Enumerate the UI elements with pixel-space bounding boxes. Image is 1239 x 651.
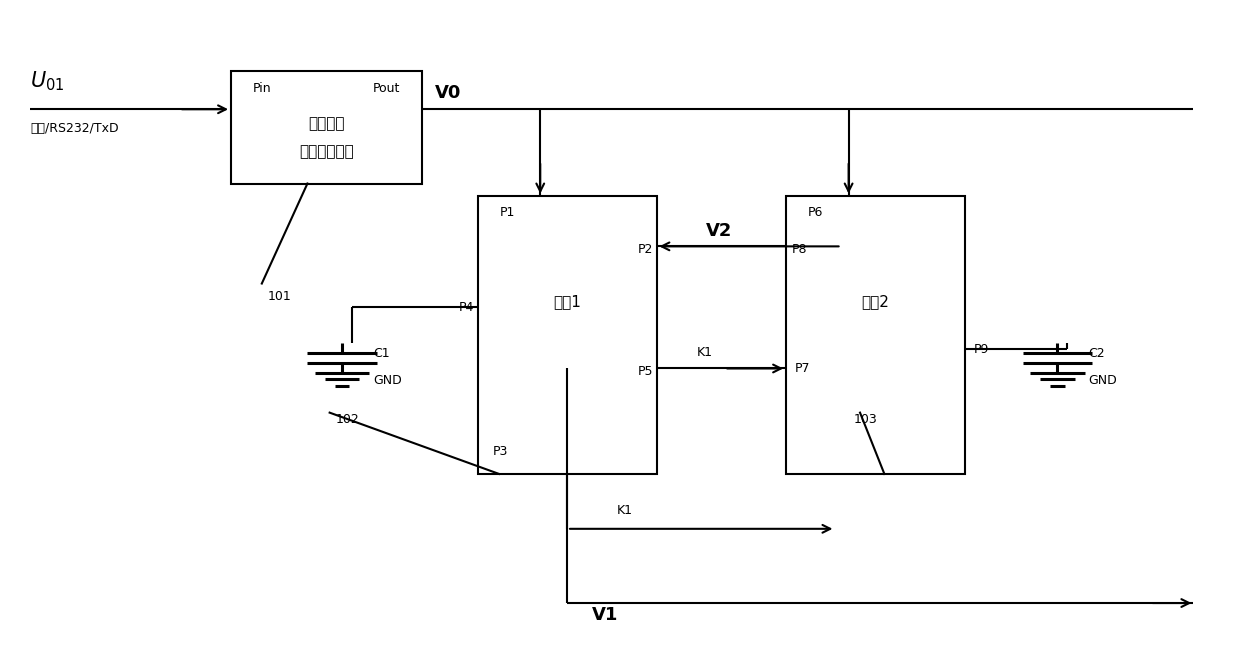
Bar xyxy=(230,70,422,184)
Text: P7: P7 xyxy=(794,362,810,375)
Text: C2: C2 xyxy=(1088,347,1105,360)
Text: P8: P8 xyxy=(792,243,808,256)
Text: P1: P1 xyxy=(499,206,515,219)
Text: C1: C1 xyxy=(373,347,389,360)
Text: P2: P2 xyxy=(637,243,653,256)
Text: GND: GND xyxy=(1088,374,1118,387)
Text: 充电电源: 充电电源 xyxy=(309,117,344,132)
Text: 电路1: 电路1 xyxy=(553,294,581,309)
Text: 103: 103 xyxy=(854,413,877,426)
Bar xyxy=(786,197,965,474)
Text: V1: V1 xyxy=(592,606,618,624)
Text: GND: GND xyxy=(373,374,401,387)
Text: 串口/RS232/TxD: 串口/RS232/TxD xyxy=(30,122,119,135)
Text: 电路2: 电路2 xyxy=(861,294,890,309)
Text: Pin: Pin xyxy=(253,82,271,95)
Text: K1: K1 xyxy=(696,346,712,359)
Text: （串口取电）: （串口取电） xyxy=(299,144,354,159)
Text: V0: V0 xyxy=(435,83,461,102)
Bar xyxy=(478,197,657,474)
Text: K1: K1 xyxy=(617,504,632,517)
Text: P9: P9 xyxy=(974,342,989,355)
Text: 101: 101 xyxy=(268,290,291,303)
Text: V2: V2 xyxy=(706,222,732,240)
Text: 102: 102 xyxy=(336,413,359,426)
Text: P5: P5 xyxy=(637,365,653,378)
Text: $\mathbf{\mathit{U}}_{01}$: $\mathbf{\mathit{U}}_{01}$ xyxy=(30,70,64,93)
Text: P4: P4 xyxy=(458,301,475,314)
Text: Pout: Pout xyxy=(373,82,400,95)
Text: P6: P6 xyxy=(808,206,824,219)
Text: P3: P3 xyxy=(492,445,508,458)
